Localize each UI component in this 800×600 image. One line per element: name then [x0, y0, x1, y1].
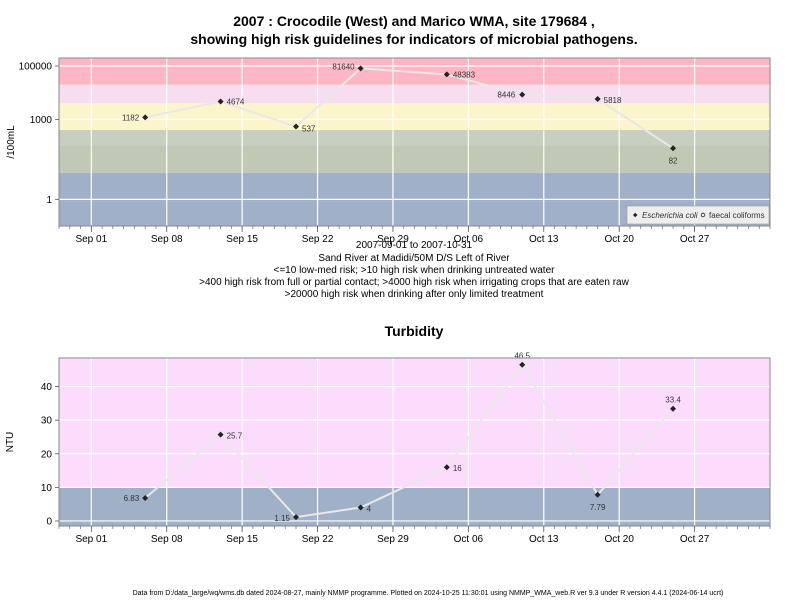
y-tick-label: 10: [41, 483, 53, 494]
data-label: 7.79: [590, 503, 606, 512]
risk-bands: [59, 58, 770, 226]
data-point-marker: [519, 361, 526, 368]
legend-marker-ecoli: [633, 212, 638, 218]
chart1-title-line1: 2007 : Crocodile (West) and Marico WMA, …: [233, 13, 595, 29]
data-point-marker: [443, 464, 450, 471]
x-tick-label: Oct 13: [529, 534, 559, 545]
data-label: 48383: [453, 70, 476, 79]
footer-note: Data from D:/data_large/wq/wms.db dated …: [133, 590, 724, 597]
microbial-chart: 1182 4674 537 81640 48383 8446 5818 82 1 1000 100…: [6, 57, 771, 245]
x-tick-label: Sep 22: [302, 234, 334, 245]
y-tick-label: 1: [46, 195, 52, 206]
subtitle-site: Sand River at Madidi/50M D/S Left of Riv…: [318, 253, 510, 264]
x-tick-label: Sep 08: [151, 234, 183, 245]
subtitle-guideline-1: <=10 low-med risk; >10 high risk when dr…: [274, 265, 556, 276]
data-label: 81640: [332, 62, 355, 71]
y-tick-label: 20: [41, 449, 53, 460]
risk-band: [59, 84, 770, 104]
gridlines: [59, 358, 770, 526]
data-point-marker: [670, 145, 677, 152]
data-label: 5818: [604, 96, 622, 105]
x-tick-label: Oct 27: [680, 534, 710, 545]
data-label: 46.5: [514, 352, 530, 361]
data-label: 82: [669, 156, 678, 165]
series-line: [144, 67, 674, 150]
data-point-marker: [670, 405, 677, 412]
risk-band: [59, 146, 770, 173]
data-point-marker: [594, 95, 601, 102]
x-axis: Sep 01 Sep 08 Sep 15 Sep 22 Sep 29 Oct 06 Oct …: [58, 526, 771, 545]
x-tick-label: Oct 13: [529, 234, 559, 245]
y-axis-label: /100mL: [6, 125, 17, 159]
series-line: [144, 362, 674, 519]
data-label: 33.4: [665, 396, 681, 405]
legend-entry-ecoli: Escherichia coli: [642, 211, 698, 220]
y-tick-label: 40: [41, 382, 53, 393]
turbidity-bands: [59, 358, 770, 526]
y-tick-label: 30: [41, 416, 53, 427]
subtitle-guideline-3: >20000 high risk when drinking after onl…: [285, 289, 544, 300]
y-tick-label: 0: [46, 516, 52, 527]
legend-entry-faecal: faecal coliforms: [709, 211, 765, 220]
legend-marker-faecal: [700, 212, 706, 218]
risk-band: [59, 103, 770, 130]
data-label: 1182: [122, 113, 140, 122]
data-point-marker: [594, 491, 601, 498]
data-point-marker: [217, 431, 224, 438]
risk-band: [59, 172, 770, 202]
risk-band: [59, 129, 770, 147]
x-tick-label: Sep 15: [226, 534, 258, 545]
turbidity-chart: 6.83 25.7 1.15 4 16 46.5 7.79 33.4 0 10 20 30 40 Se…: [5, 352, 771, 545]
x-tick-label: Sep 01: [75, 234, 107, 245]
legend: Escherichia coli faecal coliforms: [626, 205, 770, 225]
data-label: 25.7: [227, 432, 243, 441]
subtitle-date-range: 2007-09-01 to 2007-10-31: [356, 240, 473, 251]
x-tick-label: Sep 08: [151, 534, 183, 545]
data-label: 8446: [497, 91, 515, 100]
series-polyline: [144, 362, 674, 519]
x-tick-label: Sep 29: [377, 534, 409, 545]
y-tick-label: 100000: [19, 62, 53, 73]
risk-band: [59, 358, 770, 488]
x-tick-label: Oct 06: [454, 534, 484, 545]
gridlines: [59, 58, 770, 226]
x-tick-label: Oct 06: [454, 234, 484, 245]
data-points: 1182 4674 537 81640 48383 8446 5818 82: [122, 62, 678, 165]
x-tick-label: Oct 20: [604, 234, 634, 245]
data-points: 6.83 25.7 1.15 4 16 46.5 7.79 33.4: [124, 352, 682, 523]
legend-box: [626, 205, 770, 225]
x-tick-label: Sep 22: [302, 534, 334, 545]
data-point-marker: [217, 98, 224, 105]
data-point-marker: [142, 495, 149, 502]
x-tick-label: Sep 29: [377, 234, 409, 245]
y-tick-label: 1000: [30, 115, 53, 126]
series-polyline: [144, 67, 674, 150]
risk-band: [59, 487, 770, 526]
y-axis: 1 1000 100000: [19, 62, 59, 206]
data-point-marker: [519, 91, 526, 98]
y-axis-label: NTU: [5, 432, 16, 453]
chart2-title: Turbidity: [385, 323, 444, 339]
data-label: 1.15: [274, 514, 290, 523]
data-point-marker: [443, 71, 450, 78]
y-axis: 0 10 20 30 40: [41, 382, 59, 527]
subtitle-guideline-2: >400 high risk from full or partial cont…: [199, 277, 629, 288]
data-point-marker: [357, 65, 364, 72]
x-tick-label: Oct 27: [680, 234, 710, 245]
data-point-marker: [293, 514, 299, 521]
data-label: 4674: [227, 97, 245, 106]
x-tick-label: Oct 20: [604, 534, 634, 545]
x-tick-label: Sep 15: [226, 234, 258, 245]
chart1-title-line2: showing high risk guidelines for indicat…: [190, 31, 637, 47]
data-label: 537: [302, 125, 316, 134]
data-label: 16: [453, 464, 462, 473]
data-point-marker: [357, 504, 364, 511]
data-point-marker: [293, 123, 299, 130]
data-label: 4: [367, 505, 372, 514]
data-label: 6.83: [124, 494, 140, 503]
x-axis: Sep 01 Sep 08 Sep 15 Sep 22 Sep 29 Oct 06 Oct …: [58, 226, 771, 245]
data-point-marker: [142, 114, 149, 121]
x-tick-label: Sep 01: [75, 534, 107, 545]
